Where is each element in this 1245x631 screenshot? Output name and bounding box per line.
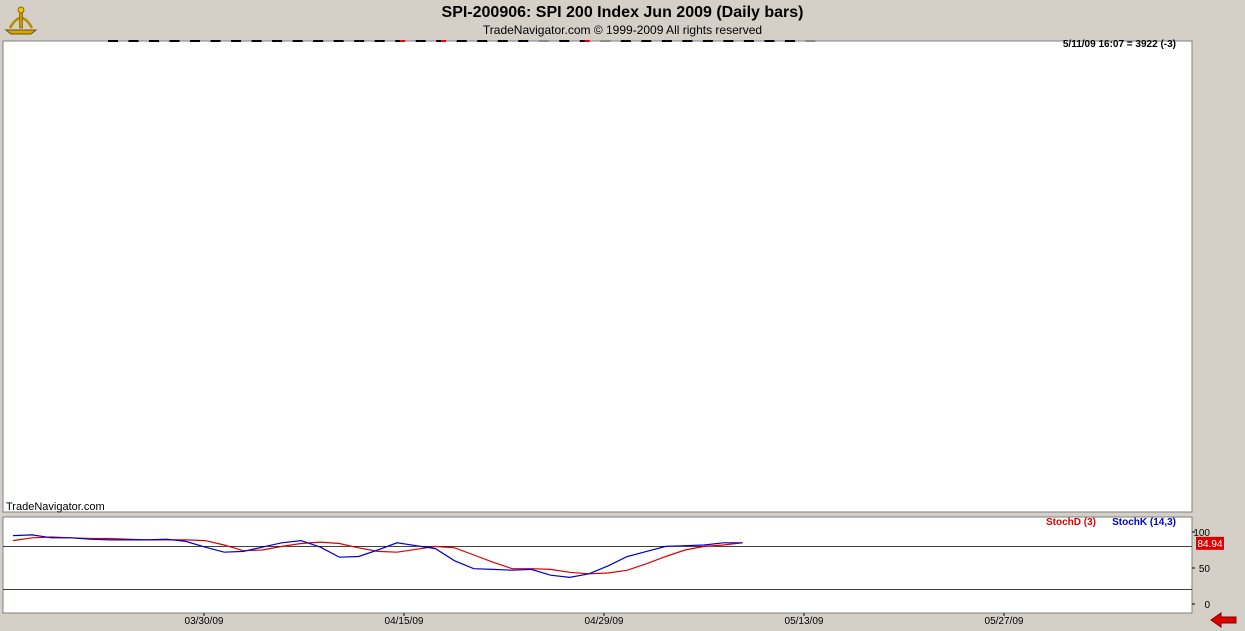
chart-subtitle: TradeNavigator.com © 1999-2009 All right…: [482, 23, 763, 37]
stoch-legend-label: StochK (14,3): [1112, 517, 1176, 528]
x-axis-tick-label: 05/27/09: [985, 616, 1024, 627]
x-axis-tick-label: 04/15/09: [385, 616, 424, 627]
stoch-y-tick-label: 0: [1204, 600, 1210, 611]
stoch-legend-label: StochD (3): [1046, 517, 1096, 528]
stoch-last-value-label: 84.94: [1197, 539, 1222, 550]
stochastic-panel-background: [2, 516, 1193, 614]
chart-title: SPI-200906: SPI 200 Index Jun 2009 (Dail…: [441, 4, 804, 21]
stoch-last-value-box: [1196, 536, 1224, 550]
x-axis-tick-label: 05/13/09: [785, 616, 824, 627]
price-readout: 5/11/09 16:07 = 3922 (-3): [1063, 39, 1176, 50]
scroll-left-arrow-icon[interactable]: [1210, 612, 1238, 628]
sextant-logo-icon: [4, 6, 38, 35]
stoch-y-tick-label: 50: [1199, 564, 1211, 575]
x-axis-tick-label: 04/29/09: [585, 616, 624, 627]
price-panel-background: [2, 40, 1193, 513]
stoch-y-tick-label: 100: [1193, 528, 1210, 539]
chart-header: SPI-200906: SPI 200 Index Jun 2009 (Dail…: [0, 0, 1245, 40]
watermark-label: TradeNavigator.com: [6, 501, 105, 513]
stochk-line: [12, 534, 743, 579]
x-axis-tick-label: 03/30/09: [185, 616, 224, 627]
